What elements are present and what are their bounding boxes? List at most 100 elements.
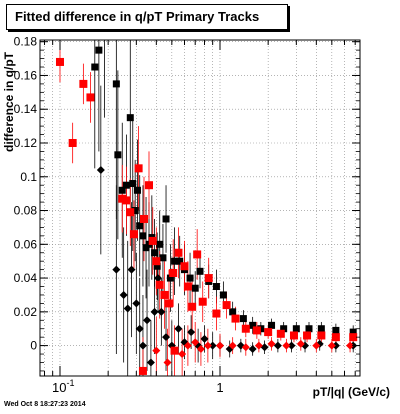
black-square-point <box>171 257 179 265</box>
y-tick-label: 0.16 <box>14 68 38 82</box>
black-diamond-point <box>112 265 121 274</box>
black-diamond-point <box>138 341 147 350</box>
black-square-point <box>118 186 126 194</box>
red-square-point <box>79 79 88 88</box>
black-diamond-point <box>135 324 144 333</box>
black-diamond-point <box>150 307 159 316</box>
red-diamond-point <box>178 350 187 359</box>
black-square-point <box>280 325 288 333</box>
red-square-point <box>198 297 207 306</box>
red-square-point <box>139 214 148 223</box>
red-diamond-point <box>296 339 305 348</box>
red-square-point <box>160 290 169 299</box>
black-square-point <box>133 186 141 194</box>
red-square-point <box>148 236 157 245</box>
black-square-point <box>219 291 227 299</box>
plot-frame <box>39 39 361 377</box>
red-square-point <box>276 329 285 338</box>
red-square-point <box>188 302 197 311</box>
black-square-point <box>112 80 120 88</box>
red-square-point <box>349 333 358 342</box>
black-square-point <box>153 262 161 270</box>
black-diamond-point <box>123 304 132 313</box>
black-diamond-point <box>174 324 183 333</box>
red-square-point <box>170 346 179 355</box>
timestamp: Wed Oct 8 18:27:23 2014 <box>4 401 86 408</box>
red-square-point <box>155 280 164 289</box>
red-diamond-point <box>163 358 172 367</box>
y-tick-label: 0.06 <box>14 237 38 251</box>
red-square-point <box>303 331 312 340</box>
black-square-point <box>129 180 137 188</box>
red-square-point <box>152 257 161 266</box>
black-square-point <box>176 257 184 265</box>
x-axis-label: pT/|q| (GeV/c) <box>312 385 390 399</box>
red-square-point <box>138 366 147 375</box>
black-square-point <box>332 326 340 334</box>
y-tick-label: 0 <box>30 339 37 353</box>
red-diamond-point <box>282 341 291 350</box>
black-square-point <box>268 321 276 329</box>
red-square-point <box>252 326 261 335</box>
black-square-point <box>139 232 147 240</box>
black-diamond-point <box>260 343 269 352</box>
red-square-point <box>134 164 143 173</box>
black-square-point <box>249 321 257 329</box>
black-diamond-point <box>273 341 282 350</box>
black-diamond-point <box>143 316 152 325</box>
black-diamond-point <box>157 307 166 316</box>
black-diamond-point <box>127 265 136 274</box>
black-diamond-point <box>119 290 128 299</box>
black-square-point <box>122 181 130 189</box>
red-diamond-point <box>152 346 161 355</box>
red-square-point <box>317 331 326 340</box>
black-square-point <box>349 328 357 336</box>
red-square-point <box>129 230 138 239</box>
black-diamond-point <box>132 299 141 308</box>
red-square-point <box>193 250 202 259</box>
y-tick-label: 0.04 <box>14 271 38 285</box>
black-diamond-point <box>287 341 296 350</box>
data-points <box>55 46 358 375</box>
y-tick-label: 0.14 <box>14 102 38 116</box>
red-diamond-point <box>228 341 237 350</box>
red-square-point <box>231 314 240 323</box>
black-square-point <box>114 151 122 159</box>
black-diamond-point <box>200 334 209 343</box>
black-square-point <box>317 325 325 333</box>
black-square-point <box>196 267 204 275</box>
red-square-point <box>212 309 221 318</box>
red-square-point <box>174 248 183 257</box>
y-tick-label: 0.08 <box>14 204 38 218</box>
red-square-point <box>126 208 135 217</box>
red-square-point <box>164 299 173 308</box>
black-square-point <box>156 240 164 248</box>
y-tick-label: 0.18 <box>14 35 38 49</box>
y-axis-label: difference in q/pT <box>2 51 16 152</box>
black-square-point <box>95 46 103 54</box>
black-diamond-point <box>96 166 105 175</box>
black-square-point <box>151 249 159 257</box>
black-diamond-point <box>208 341 217 350</box>
red-square-point <box>241 324 250 333</box>
grid-lines <box>40 40 360 376</box>
red-square-point <box>264 328 273 337</box>
red-diamond-point <box>203 341 212 350</box>
black-square-point <box>186 274 194 282</box>
black-square-point <box>292 325 300 333</box>
red-square-point <box>180 262 189 271</box>
red-diamond-point <box>196 344 205 353</box>
red-square-point <box>144 181 153 190</box>
red-diamond-point <box>254 341 263 350</box>
red-square-point <box>331 333 340 342</box>
x-tick-label: 10-1 <box>52 378 74 395</box>
y-tick-label: 0.1 <box>20 170 37 184</box>
black-square-point <box>166 274 174 282</box>
black-square-point <box>229 308 237 316</box>
red-square-point <box>68 138 77 147</box>
chart-title: Fitted difference in q/pT Primary Tracks <box>15 9 260 24</box>
black-diamond-point <box>248 344 257 353</box>
black-square-point <box>159 254 167 262</box>
red-square-point <box>86 93 95 102</box>
red-square-point <box>169 269 178 278</box>
